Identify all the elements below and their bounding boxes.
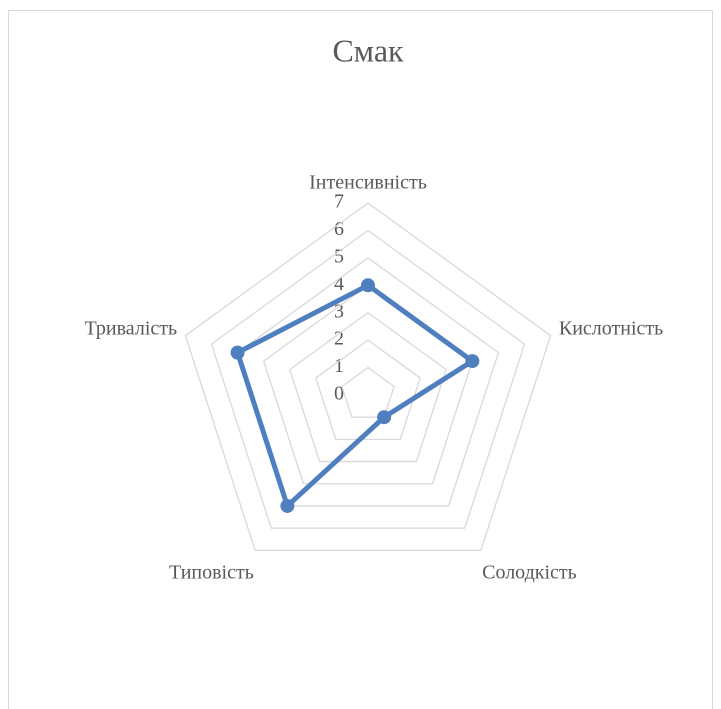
grid-ring: [184, 202, 552, 551]
r-tick-label: 0: [334, 383, 344, 405]
data-point: [361, 278, 375, 293]
category-label: Кислотність: [559, 317, 663, 339]
category-label: Тривалість: [84, 317, 177, 339]
data-point: [230, 345, 245, 360]
chart-title: Смак: [332, 32, 404, 68]
r-tick-label: 7: [334, 191, 344, 213]
r-tick-label: 2: [334, 328, 344, 350]
grid-ring: [236, 257, 500, 507]
data-point: [280, 498, 295, 513]
category-label: Інтенсивність: [309, 171, 427, 193]
r-tick-label: 6: [334, 218, 344, 240]
chart-frame: [8, 10, 713, 709]
category-label: Типовість: [169, 561, 254, 583]
data-point: [465, 354, 480, 369]
grid-ring: [288, 311, 448, 463]
data-point: [377, 410, 392, 425]
r-tick-label: 5: [334, 245, 344, 267]
grid-ring: [315, 339, 421, 441]
r-tick-label: 3: [334, 300, 344, 322]
r-tick-label: 1: [334, 355, 344, 377]
category-label: Солодкість: [482, 561, 577, 583]
series-line: [235, 282, 475, 509]
grid-ring: [341, 366, 395, 418]
grid-ring: [210, 229, 526, 529]
r-tick-label: 4: [334, 273, 344, 295]
